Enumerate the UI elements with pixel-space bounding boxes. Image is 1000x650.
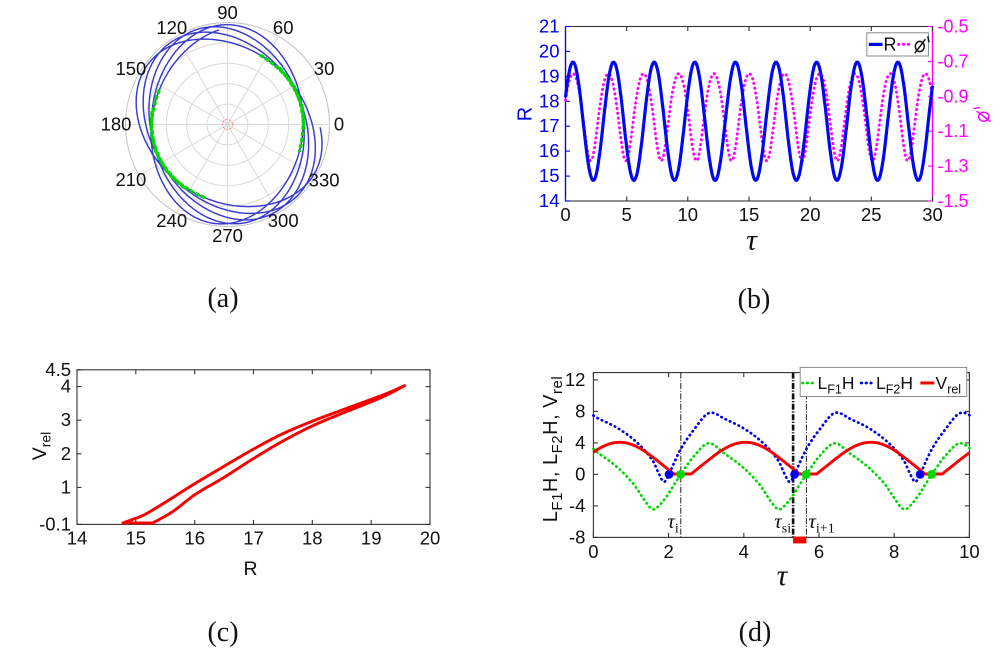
svg-text:8: 8 (889, 541, 899, 562)
svg-text:300: 300 (268, 210, 299, 231)
svg-text:20: 20 (539, 40, 560, 61)
svg-text:30: 30 (922, 204, 943, 225)
svg-text:LF2H: LF2H (876, 373, 913, 397)
svg-text:-8: -8 (569, 526, 585, 547)
svg-text:-1.5: -1.5 (938, 191, 969, 211)
svg-text:15: 15 (739, 204, 760, 225)
svg-text:τsi: τsi (774, 509, 791, 537)
svg-text:30: 30 (314, 58, 335, 79)
svg-text:150: 150 (115, 58, 146, 79)
svg-text:12: 12 (565, 369, 586, 390)
svg-text:330: 330 (309, 169, 340, 190)
svg-text:(d): (d) (739, 617, 772, 648)
svg-text:17: 17 (539, 115, 560, 136)
svg-text:10: 10 (959, 541, 980, 562)
svg-text:1: 1 (61, 476, 71, 497)
svg-text:τi+1: τi+1 (808, 509, 834, 537)
svg-text:20: 20 (420, 527, 441, 548)
svg-text:15: 15 (126, 527, 147, 548)
svg-text:R: R (243, 558, 257, 580)
svg-text:25: 25 (861, 204, 882, 225)
svg-text:8: 8 (575, 400, 585, 421)
svg-text:-0.9: -0.9 (938, 86, 969, 106)
svg-text:4: 4 (61, 376, 71, 397)
svg-text:2: 2 (61, 443, 71, 464)
svg-text:R: R (515, 107, 537, 121)
svg-text:180: 180 (101, 114, 132, 135)
svg-text:4.5: 4.5 (45, 359, 71, 380)
svg-text:LF1H: LF1H (818, 373, 855, 397)
svg-text:(b): (b) (738, 284, 771, 315)
svg-text:210: 210 (115, 169, 146, 190)
svg-text:2: 2 (663, 541, 673, 562)
svg-text:17: 17 (243, 527, 264, 548)
svg-text:5: 5 (622, 204, 632, 225)
svg-text:(a): (a) (207, 283, 238, 314)
svg-text:14: 14 (539, 190, 560, 211)
svg-text:16: 16 (184, 527, 205, 548)
svg-text:60: 60 (273, 17, 294, 38)
svg-text:τ: τ (777, 559, 789, 592)
svg-text:τi: τi (667, 509, 679, 537)
svg-text:0: 0 (575, 463, 585, 484)
svg-text:0: 0 (560, 204, 570, 225)
svg-text:τ: τ (746, 224, 758, 257)
svg-text:270: 270 (212, 225, 243, 246)
svg-text:-1.1: -1.1 (938, 121, 969, 141)
svg-text:-4: -4 (569, 495, 585, 516)
svg-text:0: 0 (334, 114, 344, 135)
svg-text:(c): (c) (207, 617, 238, 648)
svg-text:-0.5: -0.5 (938, 17, 969, 37)
svg-text:R: R (884, 35, 897, 55)
svg-text:90: 90 (217, 2, 238, 23)
svg-text:14: 14 (67, 527, 88, 548)
svg-text:-1.3: -1.3 (938, 156, 969, 176)
svg-text:16: 16 (539, 140, 560, 161)
svg-text:120: 120 (156, 17, 187, 38)
svg-text:0: 0 (588, 541, 598, 562)
svg-text:18: 18 (302, 527, 323, 548)
svg-text:21: 21 (539, 16, 560, 37)
svg-text:240: 240 (156, 210, 187, 231)
svg-text:-0.1: -0.1 (39, 513, 71, 534)
svg-text:18: 18 (539, 90, 560, 111)
svg-text:20: 20 (800, 204, 821, 225)
svg-text:3: 3 (61, 409, 71, 430)
svg-text:10: 10 (678, 204, 699, 225)
svg-text:19: 19 (361, 527, 382, 548)
svg-text:15: 15 (539, 165, 560, 186)
svg-text:-0.7: -0.7 (938, 51, 969, 71)
svg-text:19: 19 (539, 65, 560, 86)
svg-text:6: 6 (814, 541, 824, 562)
svg-text:4: 4 (575, 432, 585, 453)
svg-text:4: 4 (739, 541, 749, 562)
